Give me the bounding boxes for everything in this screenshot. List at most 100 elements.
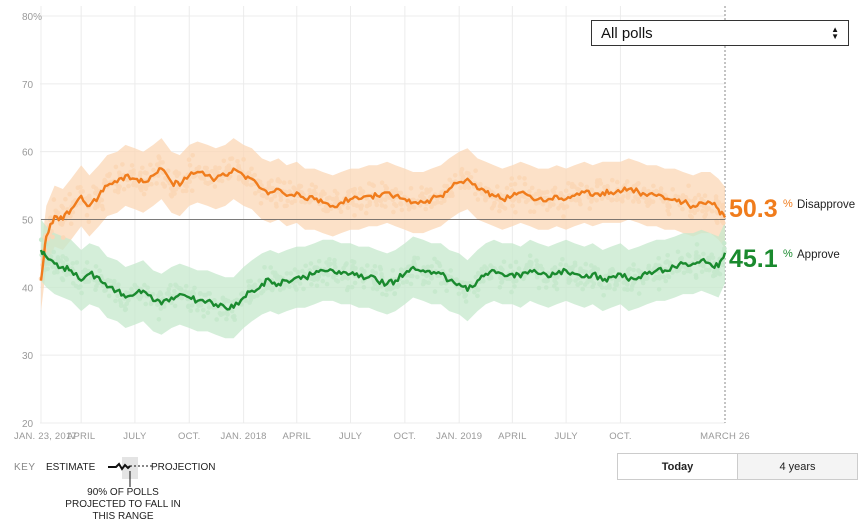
poll-dot	[335, 279, 341, 284]
poll-dot	[587, 206, 593, 211]
poll-dot	[70, 261, 75, 266]
poll-dot	[158, 306, 164, 311]
poll-dot	[241, 157, 246, 162]
poll-dot	[86, 219, 92, 225]
poll-dot	[577, 197, 582, 203]
poll-dot	[703, 212, 708, 217]
poll-dot	[143, 186, 149, 192]
poll-dot	[269, 196, 274, 202]
poll-dot	[396, 282, 402, 288]
poll-dot	[224, 165, 230, 170]
key-projection-label: PROJECTION	[151, 462, 216, 473]
poll-dot	[551, 190, 557, 195]
poll-dot	[683, 265, 688, 270]
poll-dot	[324, 260, 329, 265]
poll-dot	[38, 237, 44, 242]
poll-dot	[561, 214, 566, 219]
poll-dot	[330, 196, 336, 202]
poll-dot	[488, 263, 493, 268]
poll-dot	[614, 193, 620, 199]
x-tick-label: OCT.	[394, 431, 416, 442]
poll-dot	[226, 298, 231, 304]
poll-dot	[599, 196, 605, 201]
poll-dot	[117, 184, 122, 189]
poll-dot	[594, 183, 600, 189]
poll-dot	[666, 211, 672, 217]
poll-dot	[709, 208, 715, 214]
poll-dot	[67, 191, 72, 197]
poll-dot	[180, 188, 186, 194]
poll-dot	[578, 266, 583, 272]
poll-dot	[48, 254, 54, 259]
y-tick-label: 40	[22, 283, 34, 294]
key-title: KEY	[14, 462, 36, 473]
poll-dot	[425, 264, 431, 270]
poll-dot	[475, 293, 480, 299]
poll-dot	[284, 271, 290, 276]
poll-dot	[379, 180, 385, 185]
poll-dot	[497, 285, 503, 290]
poll-dot	[670, 270, 675, 275]
poll-dot	[360, 279, 366, 284]
poll-dot	[258, 201, 264, 206]
poll-dot	[155, 302, 160, 308]
poll-dot	[126, 298, 131, 303]
poll-dot	[84, 260, 90, 265]
poll-dot	[302, 200, 308, 205]
poll-dot	[231, 313, 237, 319]
poll-dot	[585, 279, 590, 285]
poll-dot	[124, 301, 129, 307]
poll-dot	[573, 198, 579, 203]
poll-dot	[400, 280, 406, 285]
poll-dot	[366, 181, 372, 186]
poll-dot	[370, 268, 375, 274]
poll-dot	[614, 197, 620, 203]
poll-dot	[115, 189, 121, 195]
poll-dot	[154, 162, 160, 167]
poll-dot	[436, 261, 442, 266]
poll-dot	[278, 197, 284, 203]
poll-dot	[563, 188, 569, 194]
poll-dot	[120, 162, 125, 167]
poll-dot	[75, 185, 81, 190]
poll-filter-select[interactable]: All polls ▲ ▼	[591, 20, 849, 46]
poll-dot	[384, 292, 389, 298]
poll-dot	[614, 280, 619, 286]
poll-dot	[307, 188, 312, 193]
today-button[interactable]: Today	[618, 454, 737, 479]
poll-dot	[188, 308, 193, 314]
poll-dot	[393, 187, 399, 192]
poll-dot	[309, 182, 315, 187]
poll-dot	[234, 297, 240, 303]
poll-dot	[398, 202, 404, 207]
poll-dot	[552, 265, 558, 271]
poll-dot	[579, 182, 584, 188]
poll-dot	[113, 298, 118, 304]
poll-dot	[60, 235, 66, 240]
poll-dot	[640, 280, 646, 286]
poll-dot	[533, 191, 539, 197]
poll-dot	[332, 257, 337, 263]
poll-dot	[607, 282, 612, 288]
poll-dot	[529, 185, 535, 191]
poll-dot	[602, 184, 607, 190]
poll-dot	[528, 209, 533, 214]
poll-dot	[261, 193, 266, 199]
poll-dot	[295, 269, 301, 275]
poll-dot	[584, 184, 590, 190]
poll-dot	[721, 248, 727, 254]
poll-dot	[666, 274, 672, 280]
poll-dot	[162, 183, 168, 189]
poll-dot	[126, 183, 131, 189]
four-years-button[interactable]: 4 years	[737, 454, 857, 479]
poll-dot	[116, 282, 121, 288]
poll-dot	[710, 273, 716, 279]
poll-dot	[173, 169, 179, 174]
poll-dot	[224, 316, 229, 322]
poll-dot	[205, 170, 211, 175]
poll-dot	[458, 185, 463, 190]
y-tick-label: 50	[22, 216, 34, 227]
poll-dot	[578, 280, 583, 286]
poll-dot	[79, 290, 84, 296]
poll-dot	[113, 164, 119, 170]
